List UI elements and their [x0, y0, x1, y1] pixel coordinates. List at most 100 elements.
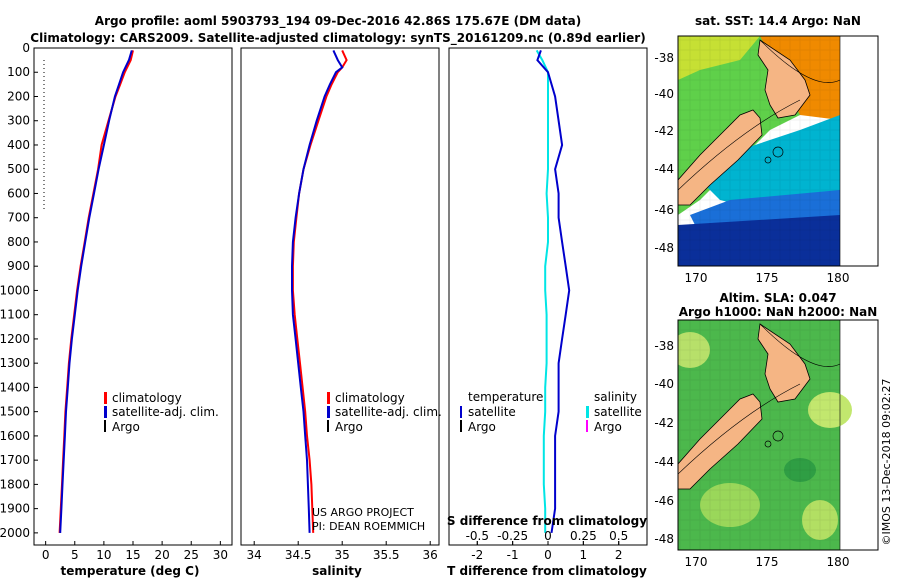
legend-t-satellite: satellite — [468, 405, 516, 419]
depth-tick-label: 100 — [7, 65, 30, 79]
legend-climatology: climatology — [112, 391, 182, 405]
depth-tick-label: 1000 — [0, 283, 30, 297]
lon-tick: 175 — [756, 555, 779, 569]
south-island-shape — [678, 109, 763, 206]
legend-argo-swatch — [104, 420, 106, 432]
depth-tick-label: 400 — [7, 138, 30, 152]
t-difference-label: T difference from climatology — [447, 564, 647, 578]
sla-map-title: Altim. SLA: 0.047 — [719, 291, 836, 305]
lat-tick: -42 — [654, 124, 674, 138]
temperature-legend: climatology satellite-adj. clim. Argo — [104, 391, 219, 434]
legend-t-satellite-swatch — [460, 406, 462, 418]
legend-s-argo-swatch — [586, 420, 588, 432]
legend-s-argo: Argo — [594, 420, 622, 434]
sla-lon-ticks: 170 175 180 — [685, 555, 850, 569]
depth-tick-label: 1900 — [0, 502, 30, 516]
lon-tick: 180 — [827, 271, 850, 285]
difference-x-axis: -2 -1 0 1 2 -0.5 -0.25 0 0.25 0.5 — [466, 529, 629, 562]
temperature-panel: 0100200300400500600700800900100011001200… — [0, 41, 453, 578]
figure-subtitle: Climatology: CARS2009. Satellite-adjuste… — [30, 31, 645, 46]
x-tick-label: 0 — [544, 529, 552, 543]
x-tick-label: 15 — [125, 548, 140, 562]
temperature-difference-line — [536, 50, 571, 534]
sst-field — [678, 36, 878, 266]
sst-lon-ticks: 170 175 180 — [685, 271, 850, 285]
sst-map-title: sat. SST: 14.4 Argo: NaN — [695, 14, 861, 28]
legend-satellite-swatch — [327, 406, 330, 418]
salinity-legend: climatology satellite-adj. clim. Argo — [327, 391, 442, 434]
legend-satellite: satellite-adj. clim. — [335, 405, 442, 419]
figure-title: Argo profile: aoml 5903793_194 09-Dec-20… — [95, 14, 581, 29]
salinity-satellite-line — [291, 49, 344, 533]
x-tick-label: 20 — [154, 548, 169, 562]
depth-tick-label: 800 — [7, 235, 30, 249]
salinity-xlabel: salinity — [312, 564, 362, 578]
legend-t-argo-swatch — [460, 420, 462, 432]
depth-tick-label: 1500 — [0, 405, 30, 419]
legend-argo-swatch — [327, 420, 329, 432]
lon-tick: 180 — [827, 555, 850, 569]
bathymetry-contour — [772, 430, 784, 442]
depth-tick-label: 1600 — [0, 429, 30, 443]
bathymetry-contour — [764, 156, 772, 164]
depth-tick-label: 1200 — [0, 332, 30, 346]
sla-lat-ticks: -38 -40 -42 -44 -46 -48 — [654, 339, 674, 546]
legend-temperature-title: temperature — [468, 390, 543, 404]
temperature-xlabel: temperature (deg C) — [61, 564, 200, 578]
imos-credit: ©IMOS 13-Dec-2018 09:02:27 — [880, 379, 893, 546]
depth-axis: 0 100 200 300 400 500 600 700 800 900 1000 1100 1200… — [0, 41, 453, 540]
lat-tick: -42 — [654, 416, 674, 430]
sst-map-frame — [677, 35, 879, 267]
difference-panel: -2 -1 0 1 2 -0.5 -0.25 0 0.25 0.5 S difference fr… — [447, 47, 648, 578]
sla-map: Altim. SLA: 0.047 Argo h1000: NaN h2000:… — [654, 291, 879, 569]
north-island-shape — [757, 323, 811, 403]
legend-satellite-swatch — [104, 406, 107, 418]
depth-tick-label: 1400 — [0, 380, 30, 394]
x-tick-label: 5 — [71, 548, 79, 562]
bathymetry-contour — [764, 440, 772, 448]
x-tick-label: 0.5 — [609, 529, 628, 543]
x-tick-label: 35 — [335, 548, 350, 562]
x-tick-label: 0.25 — [570, 529, 597, 543]
legend-climatology: climatology — [335, 391, 405, 405]
x-tick-label: 30 — [213, 548, 228, 562]
x-tick-label: 0 — [42, 548, 50, 562]
salinity-panel: 34 34.5 35 35.5 36 salinity climatology sate… — [240, 47, 442, 578]
x-tick-label: 25 — [184, 548, 199, 562]
temperature-satellite-line — [59, 50, 133, 533]
difference-legend-temperature: temperature satellite Argo — [460, 390, 543, 434]
temperature-axes-box — [33, 47, 233, 546]
x-tick-label: 2 — [615, 548, 623, 562]
depth-tick-label: 200 — [7, 89, 30, 103]
bathymetry-contour — [772, 146, 784, 158]
depth-tick-label: 1100 — [0, 308, 30, 322]
legend-salinity-title: salinity — [594, 390, 637, 404]
lat-tick: -44 — [654, 455, 674, 469]
depth-tick-label: 500 — [7, 162, 30, 176]
depth-contour-line — [678, 39, 841, 191]
difference-legend-salinity: salinity satellite Argo — [586, 390, 642, 434]
salinity-axes-box — [240, 47, 440, 546]
depth-tick-label: 2000 — [0, 526, 30, 540]
legend-climatology-swatch — [104, 392, 107, 404]
lat-tick: -48 — [654, 241, 674, 255]
x-tick-label: 0 — [544, 548, 552, 562]
legend-argo: Argo — [112, 420, 140, 434]
salinity-x-axis: 34 34.5 35 35.5 36 — [247, 541, 438, 562]
s-difference-label: S difference from climatology — [447, 514, 647, 528]
legend-argo: Argo — [335, 420, 363, 434]
depth-tick-label: 300 — [7, 114, 30, 128]
x-tick-label: 36 — [423, 548, 438, 562]
depth-tick-label: 600 — [7, 186, 30, 200]
depth-contour-line — [678, 323, 841, 475]
x-tick-label: -1 — [507, 548, 519, 562]
x-tick-label: 35.5 — [373, 548, 400, 562]
lon-tick: 175 — [756, 271, 779, 285]
lat-tick: -46 — [654, 203, 674, 217]
x-tick-label: 34 — [247, 548, 262, 562]
sla-map-frame — [677, 319, 879, 551]
lat-tick: -48 — [654, 532, 674, 546]
pi-annotation: PI: DEAN ROEMMICH — [312, 520, 425, 533]
x-tick-label: -0.5 — [466, 529, 489, 543]
lat-tick: -38 — [654, 339, 674, 353]
